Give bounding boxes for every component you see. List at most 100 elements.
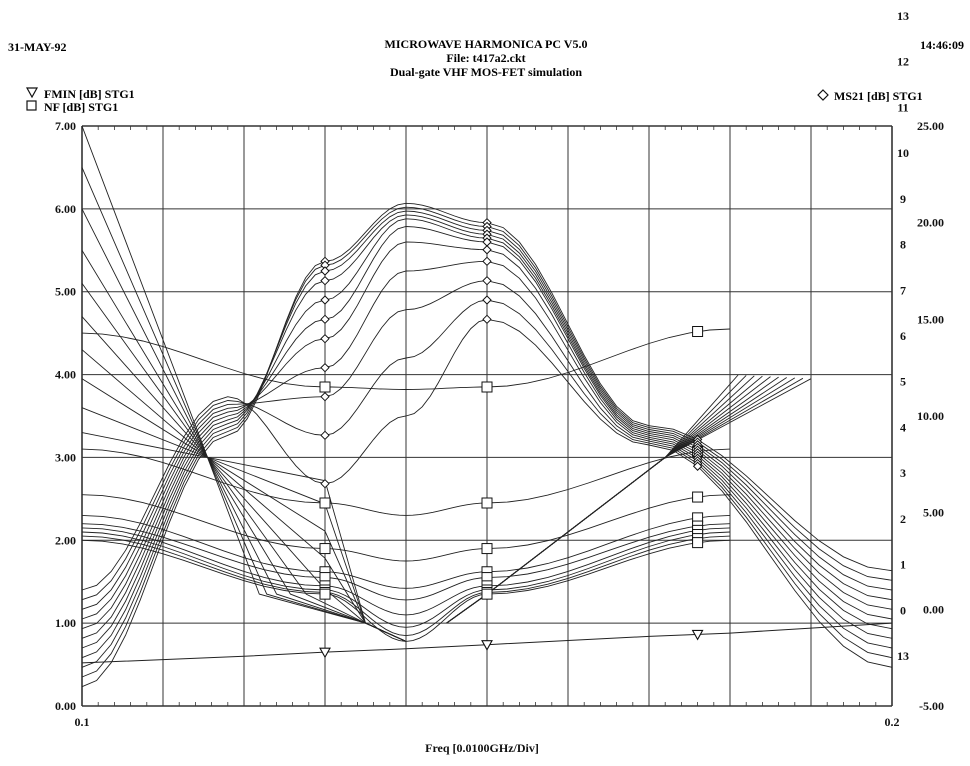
nf-series-line <box>81 514 731 589</box>
fmin-series-line <box>81 622 893 664</box>
nf-marker <box>481 543 493 555</box>
nf-marker <box>692 537 704 549</box>
fmin-legend-marker <box>25 87 39 99</box>
y-right-tick-label: 25.00 <box>917 119 944 133</box>
nf-right-fan-line <box>446 374 739 624</box>
curve-index-label: 1 <box>900 558 906 572</box>
ms21-series-line <box>81 299 893 659</box>
y-left-tick-label: 7.00 <box>55 119 76 133</box>
curve-index-label: 9 <box>900 192 906 206</box>
ms21-series-line <box>81 260 893 639</box>
nf-marker <box>319 543 331 555</box>
fmin-marker <box>319 647 331 659</box>
ms21-marker <box>320 295 330 305</box>
curve-index-label: 12 <box>897 55 909 69</box>
nf-series-line <box>81 494 731 562</box>
y-left-tick-label: 0.00 <box>55 699 76 713</box>
curve-index-label: 2 <box>900 512 906 526</box>
nf-legend-label: NF [dB] STG1 <box>44 100 118 114</box>
nf-marker <box>692 326 704 338</box>
y-left-tick-label: 5.00 <box>55 285 76 299</box>
ms21-legend-marker <box>817 89 829 101</box>
ms21-marker <box>320 430 330 441</box>
ms21-marker <box>482 256 492 267</box>
y-right-tick-label: 0.00 <box>923 602 944 616</box>
file-label: File: t417a2.ckt <box>446 51 525 65</box>
ms21-series-line <box>81 241 893 630</box>
date-label: 31-MAY-92 <box>8 40 66 54</box>
ms21-marker <box>482 275 492 286</box>
curve-index-label: 8 <box>900 238 906 252</box>
y-left-tick-label: 4.00 <box>55 368 76 382</box>
ms21-series-line <box>81 218 893 649</box>
ms21-marker <box>320 362 330 373</box>
nf-marker <box>481 588 493 600</box>
chart-title: MICROWAVE HARMONICA PC V5.0 <box>385 37 588 51</box>
fmin-marker <box>481 640 493 651</box>
nf-series-line <box>81 531 731 628</box>
y-left-tick-label: 2.00 <box>55 533 76 547</box>
curve-index-label: 5 <box>900 375 906 389</box>
x-tick-label: 0.1 <box>75 715 90 729</box>
y-right-tick-label: 20.00 <box>917 216 944 230</box>
x-axis-title: Freq [0.0100GHz/Div] <box>425 741 539 755</box>
nf-series-line <box>81 527 731 616</box>
plot-area: 0.00 1.00 2.00 3.00 4.00 5.00 6.00 7.00 -5.00 0.0… <box>55 9 944 729</box>
ms21-marker <box>320 266 330 276</box>
curve-index-label: 11 <box>897 100 908 114</box>
y-left-tick-label: 6.00 <box>55 202 76 216</box>
curve-index-label: 3 <box>900 466 906 480</box>
ms21-marker <box>320 275 330 286</box>
nf-marker <box>319 381 331 393</box>
nf-right-fan-line <box>446 376 771 624</box>
y-left-tick-label: 3.00 <box>55 450 76 464</box>
ms21-legend-label: MS21 [dB] STG1 <box>834 89 923 103</box>
y-right-tick-label: 5.00 <box>923 506 944 520</box>
nf-right-fan-line <box>446 377 796 624</box>
ms21-series-line <box>81 210 893 668</box>
curve-index-label: 13 <box>897 9 909 23</box>
x-tick-label: 0.2 <box>885 715 900 729</box>
y-right-tick-label: 15.00 <box>917 312 944 326</box>
nf-series-line <box>81 535 731 637</box>
nf-marker <box>481 497 493 509</box>
y-left-tick-label: 1.00 <box>55 616 76 630</box>
nf-marker <box>319 497 331 509</box>
ms21-marker <box>692 461 703 471</box>
ms21-marker <box>320 333 330 344</box>
curve-index-label: 13 <box>897 649 909 663</box>
nf-series-line <box>81 448 731 516</box>
nf-marker <box>481 381 493 393</box>
ms21-marker <box>482 245 492 255</box>
ms21-series-line <box>81 214 893 659</box>
nf-marker <box>319 588 331 600</box>
nf-marker <box>692 491 704 503</box>
ms21-marker <box>320 478 330 489</box>
y-right-tick-label: -5.00 <box>919 699 944 713</box>
nf-legend-marker <box>26 100 37 111</box>
ms21-series-line <box>81 226 893 639</box>
ms21-series-line <box>81 206 893 678</box>
curve-index-label: 0 <box>900 603 906 617</box>
ms21-marker <box>320 391 330 402</box>
curve-index-label: 6 <box>900 329 906 343</box>
time-label: 14:46:09 <box>920 38 964 52</box>
fmin-marker <box>691 629 704 641</box>
curve-index-label: 4 <box>900 420 906 434</box>
curve-index-label: 7 <box>900 283 906 297</box>
curve-index-label: 10 <box>897 146 909 160</box>
y-right-tick-label: 10.00 <box>917 409 944 423</box>
fmin-legend-label: FMIN [dB] STG1 <box>44 87 135 101</box>
nf-series-line <box>81 523 731 601</box>
nf-right-fan-line <box>446 375 763 624</box>
ms21-marker <box>482 295 492 305</box>
ms21-marker <box>320 314 330 325</box>
nf-left-fan-line <box>81 432 407 642</box>
nf-series-line <box>81 328 731 390</box>
chart-subtitle: Dual-gate VHF MOS-FET simulation <box>390 65 582 79</box>
ms21-marker <box>482 314 492 325</box>
ms21-series-line <box>81 280 893 649</box>
ms21-series-line <box>81 202 893 688</box>
ms21-series-line <box>81 318 893 668</box>
